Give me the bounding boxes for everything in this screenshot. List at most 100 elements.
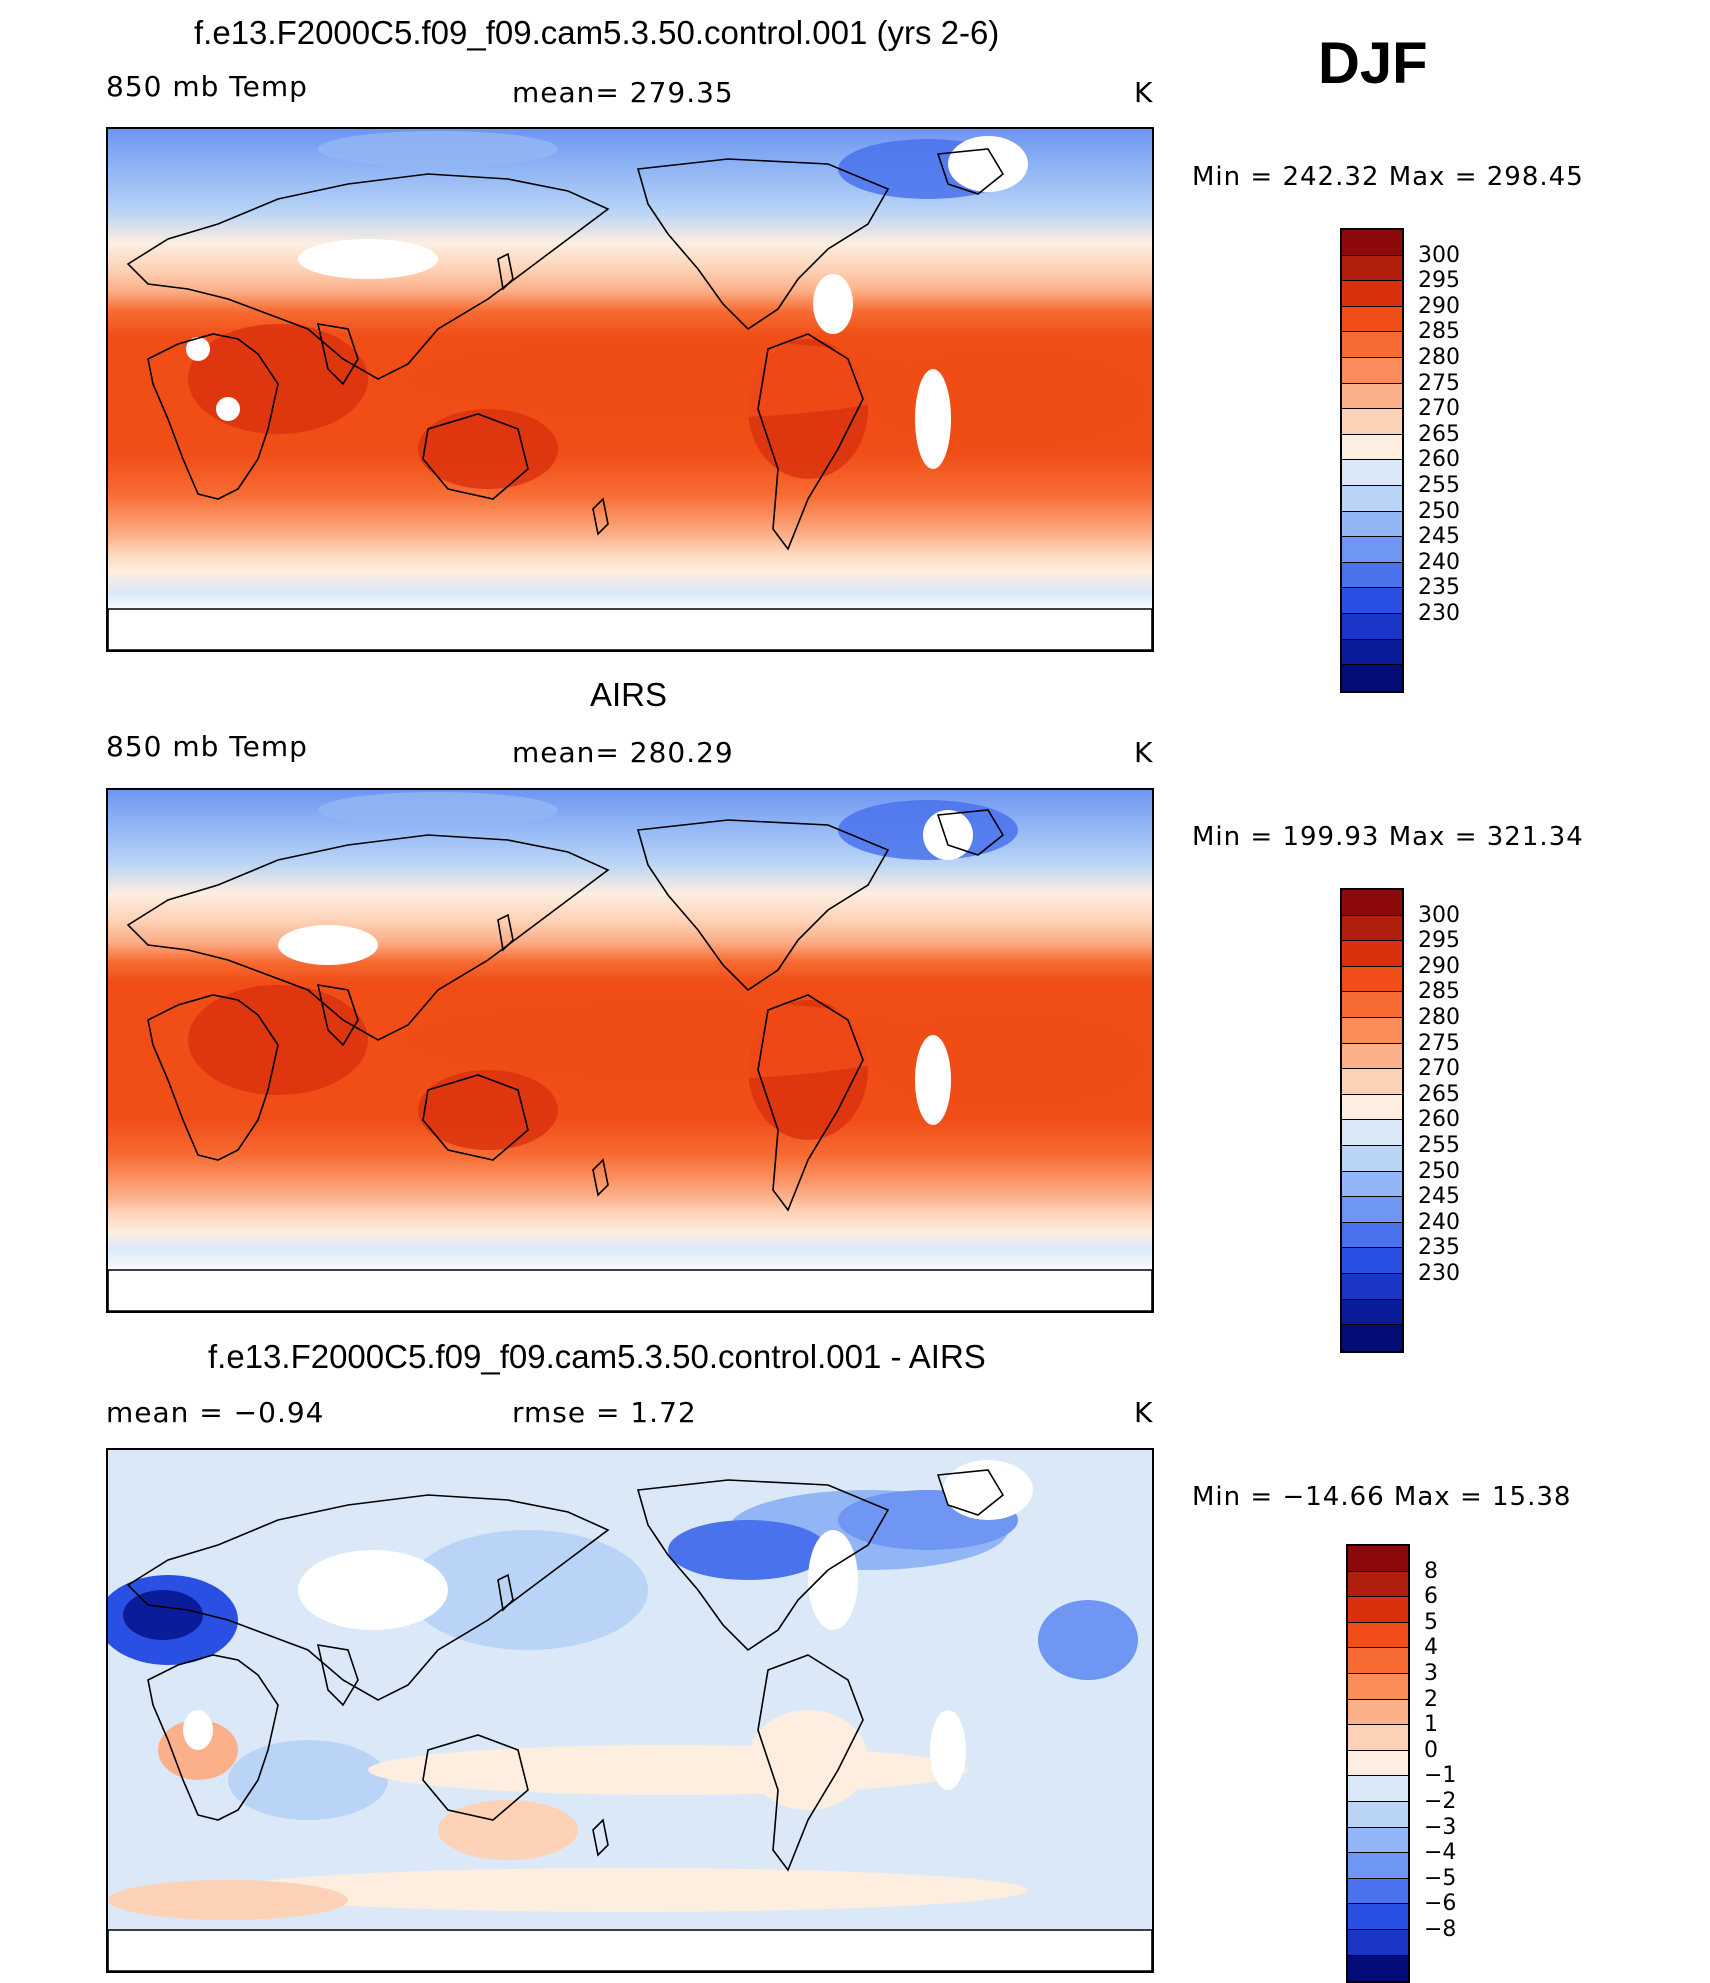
panel-2-variable-label: 850 mb Temp (106, 730, 308, 763)
masked-region (930, 1710, 966, 1790)
colorbar-tick-label: −2 (1424, 1789, 1457, 1814)
colorbar-tick-label: 5 (1424, 1609, 1438, 1635)
colorbar-swatch (1342, 281, 1402, 307)
masked-region (923, 810, 973, 860)
colorbar-swatch (1348, 1546, 1408, 1572)
colorbar-swatch (1342, 1043, 1402, 1070)
warm-region (418, 409, 558, 489)
panel-1-variable-label: 850 mb Temp (106, 70, 308, 103)
difference-region (123, 1590, 203, 1640)
panel-2-minmax-label: Min = 199.93 Max = 321.34 (1192, 822, 1584, 852)
colorbar-swatch (1348, 1673, 1408, 1700)
colorbar-swatch (1342, 409, 1402, 435)
coastline (757, 1654, 864, 1872)
panel-3-rmse-label: rmse = 1.72 (512, 1396, 697, 1429)
colorbar-swatch (1342, 588, 1402, 614)
difference-region (438, 1800, 578, 1860)
colorbar-swatch (1342, 255, 1402, 282)
colorbar-swatch (1342, 1120, 1402, 1146)
cold-region (318, 131, 558, 167)
masked-region (108, 1930, 1152, 1971)
warm-region (408, 339, 928, 419)
coastline (757, 333, 864, 551)
colorbar-swatch (1342, 992, 1402, 1018)
colorbar-swatch (1342, 1094, 1402, 1121)
colorbar-tick-label: 230 (1418, 1261, 1460, 1286)
colorbar-swatch (1342, 1145, 1402, 1172)
warm-region (868, 349, 1148, 449)
colorbar-tick-label: 230 (1418, 601, 1460, 626)
difference-region (1038, 1600, 1138, 1680)
difference-region (668, 1520, 828, 1580)
colorbar-swatch (1342, 941, 1402, 967)
colorbar-tick-label: 4 (1424, 1635, 1438, 1661)
panel-3-title: f.e13.F2000C5.f09_f09.cam5.3.50.control.… (208, 1338, 986, 1375)
panel-1-map (106, 127, 1154, 652)
colorbar-tick-label: 285 (1418, 319, 1460, 345)
panel-1-title: f.e13.F2000C5.f09_f09.cam5.3.50.control.… (194, 14, 1000, 51)
colorbar-swatches (1346, 1544, 1410, 1983)
colorbar-swatch (1342, 460, 1402, 486)
coastline (147, 333, 279, 500)
colorbar-swatch (1342, 357, 1402, 384)
colorbar-swatch (1342, 639, 1402, 666)
panel-2-mean-label: mean= 280.29 (512, 736, 734, 769)
colorbar-tick-label: −8 (1424, 1917, 1457, 1942)
colorbar-swatch (1342, 434, 1402, 461)
coastline (497, 1573, 514, 1612)
colorbar-swatch (1342, 1299, 1402, 1326)
colorbar-swatch (1342, 1017, 1402, 1044)
masked-region (186, 337, 210, 361)
colorbar-swatch (1348, 1776, 1408, 1802)
masked-region (813, 274, 853, 334)
coastline (936, 1469, 1005, 1516)
colorbar-tick-label: 300 (1418, 902, 1460, 928)
colorbar-swatch (1348, 1955, 1408, 1982)
coastline (636, 1479, 890, 1652)
coastline (108, 1929, 1152, 1971)
difference-region (368, 1745, 968, 1795)
colorbar-tick-label: 245 (1418, 524, 1460, 550)
coastline (108, 608, 1152, 650)
colorbar-tick-label: 295 (1418, 268, 1460, 294)
panel-2-units-label: K (1134, 736, 1154, 769)
panel-3-mean-label: mean = −0.94 (106, 1396, 325, 1429)
coastline (636, 158, 890, 331)
colorbar-swatch (1348, 1750, 1408, 1777)
colorbar-swatch (1348, 1904, 1408, 1930)
panel-1-colorbar: 300 295 290 285 280 275 270 265 260 255 250 245 240 2… (1340, 228, 1540, 693)
colorbar-swatch (1342, 966, 1402, 993)
colorbar-tick-label: 0 (1424, 1737, 1438, 1763)
colorbar-swatch (1348, 1648, 1408, 1674)
difference-region (748, 1710, 868, 1810)
difference-region (228, 1740, 388, 1820)
masked-region (915, 1035, 951, 1125)
colorbar-tick-label: −1 (1424, 1763, 1457, 1789)
colorbar-tick-label: 245 (1418, 1184, 1460, 1210)
coastline (497, 913, 514, 952)
colorbar-swatch (1342, 511, 1402, 538)
colorbar-swatch (1348, 1597, 1408, 1623)
colorbar-swatch (1342, 537, 1402, 563)
colorbar-tick-label: −5 (1424, 1865, 1457, 1891)
colorbar-swatch (1342, 665, 1402, 691)
colorbar-tick-label: 240 (1418, 549, 1460, 575)
masked-region (943, 1460, 1033, 1520)
colorbar-tick-label: 250 (1418, 1158, 1460, 1184)
coastline (316, 1644, 359, 1707)
masked-region (298, 1550, 448, 1630)
coastline (147, 994, 279, 1161)
warm-region (868, 1010, 1148, 1110)
colorbar-tick-label: 3 (1424, 1661, 1438, 1686)
warm-region (188, 324, 368, 434)
panel-3-colorbar: 8 6 5 4 3 2 1 0 −1 −2 −3 −4 −5 −6 −8 (1346, 1544, 1546, 1983)
colorbar-tick-label: 8 (1424, 1558, 1438, 1584)
colorbar-tick-label: 260 (1418, 447, 1460, 473)
colorbar-tick-label: 6 (1424, 1584, 1438, 1610)
colorbar-swatches (1340, 228, 1404, 693)
panel-3-units-label: K (1134, 1396, 1154, 1429)
colorbar-swatches (1340, 888, 1404, 1353)
panel-1-units-label: K (1134, 76, 1154, 109)
colorbar-swatch (1348, 1827, 1408, 1854)
colorbar-swatch (1342, 383, 1402, 410)
